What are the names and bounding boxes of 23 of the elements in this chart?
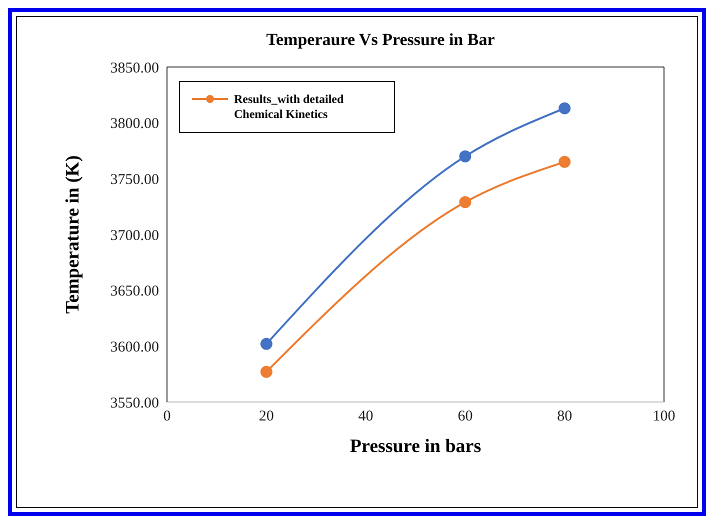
point (459, 150, 472, 162)
x-axis-title: Pressure in bars (350, 436, 482, 457)
x-tick-label: 20 (258, 408, 274, 425)
chart-title: Temperaure Vs Pressure in Bar (265, 30, 496, 50)
legend-label: Results_with detailed Chemical Kinetics (234, 92, 345, 122)
point (459, 196, 472, 208)
y-tick-label: 3650.00 (110, 284, 159, 300)
point (260, 338, 272, 350)
point (558, 156, 571, 168)
y-tick-label: 3600.00 (110, 339, 159, 356)
y-tick-label: 3700.00 (110, 228, 159, 244)
y-axis-title: Temperature in (K) (62, 155, 84, 314)
y-tick-label: 3550.00 (110, 395, 159, 412)
y-tick-label: 3850.00 (110, 60, 159, 76)
point (558, 102, 571, 114)
y-tick-label: 3750.00 (110, 172, 159, 188)
point (260, 366, 272, 378)
x-tick-label: 40 (358, 408, 374, 425)
x-tick-label: 100 (652, 408, 676, 425)
x-tick-label: 80 (557, 408, 572, 425)
y-tick-label: 3800.00 (110, 116, 159, 132)
x-tick-label: 60 (458, 408, 473, 425)
x-tick-label: 0 (163, 408, 171, 425)
